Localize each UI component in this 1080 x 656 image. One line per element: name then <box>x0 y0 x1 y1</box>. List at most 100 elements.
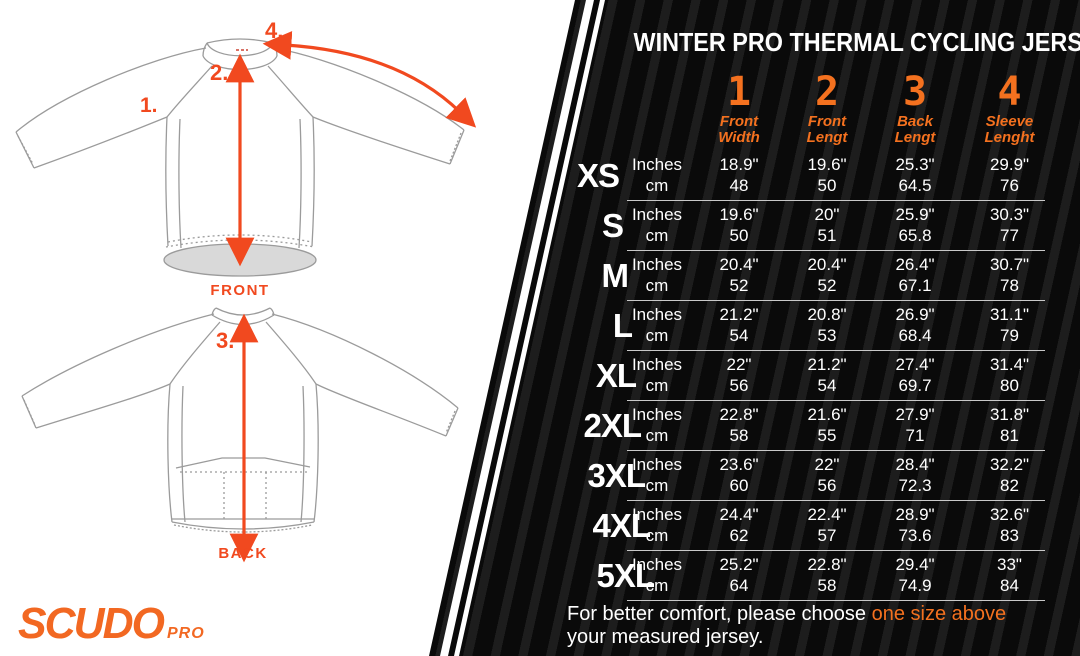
size-label: 2XL <box>583 406 642 444</box>
row-separator <box>627 449 1045 451</box>
column-header-front-width: 1 Front Width <box>718 69 760 147</box>
unit-cm: cm <box>645 276 669 295</box>
front-measure-arrows: 1. 2. 4. FRONT <box>140 18 477 299</box>
table-row-s: S Inches cm 19.6" 50 20" 51 25.9" 65.8 30.3"… <box>555 200 1060 251</box>
value-cell: 22.4" 57 <box>807 505 847 545</box>
unit-inches: Inches <box>631 155 683 174</box>
header-spacer <box>555 72 695 146</box>
value-cell: 25.3" 64.5 <box>895 155 935 195</box>
table-row-xs: XS Inches cm 18.9" 48 19.6" 50 25.3" 64.5 29… <box>555 150 1060 201</box>
unit-inches: Inches <box>631 405 683 424</box>
marker-3-label: 3. <box>216 328 234 353</box>
table-row-5xl: 5XL Inches cm 25.2" 64 22.8" 58 29.4" 74.9 3… <box>555 550 1060 601</box>
value-cell: 31.4" 80 <box>989 355 1030 395</box>
unit-cm: cm <box>645 576 669 595</box>
back-label: BACK <box>218 545 267 562</box>
value-cell: 18.9" 48 <box>719 155 759 195</box>
value-cell: 21.2" 54 <box>807 355 847 395</box>
jersey-diagram: 1. 2. 4. FRONT <box>15 18 477 648</box>
value-cell: 22.8" 58 <box>807 555 847 595</box>
row-separator <box>627 599 1045 601</box>
value-cell: 28.4" 72.3 <box>895 455 935 495</box>
note-text: For better comfort, please choose <box>567 603 872 625</box>
size-table: XS Inches cm 18.9" 48 19.6" 50 25.3" 64.5 29… <box>555 150 1060 601</box>
value-cell: 23.6" 60 <box>719 455 759 495</box>
value-cell: 22" 56 <box>726 355 752 395</box>
marker-4-label: 4. <box>265 18 283 43</box>
unit-cm: cm <box>645 176 669 195</box>
comfort-note: For better comfort, please choose one si… <box>567 603 1067 649</box>
value-cell: 20" 51 <box>814 205 840 245</box>
size-label: 5XL <box>596 556 655 594</box>
logo-brand-text: SCUDO <box>18 599 165 648</box>
value-cell: 32.6" 83 <box>989 505 1030 545</box>
column-header-back-length: 3 Back Lengt <box>894 69 936 147</box>
unit-cm: cm <box>645 376 669 395</box>
value-cell: 29.4" 74.9 <box>895 555 935 595</box>
value-cell: 24.4" 62 <box>719 505 759 545</box>
value-cell: 27.9" 71 <box>895 405 935 445</box>
value-cell: 27.4" 69.7 <box>895 355 935 395</box>
unit-inches: Inches <box>631 205 683 224</box>
size-label: 4XL <box>592 506 651 544</box>
value-cell: 20.8" 53 <box>807 305 847 345</box>
table-column-headers: 1 Front Width 2 Front Lengt 3 Back Lengt 4 … <box>555 72 1060 146</box>
unit-inches: Inches <box>631 305 683 324</box>
value-cell: 26.4" 67.1 <box>895 255 935 295</box>
unit-cm: cm <box>645 426 669 445</box>
table-row-m: M Inches cm 20.4" 52 20.4" 52 26.4" 67.1 30.… <box>555 250 1060 301</box>
brand-logo: SCUDO PRO <box>18 599 205 648</box>
value-cell: 19.6" 50 <box>807 155 847 195</box>
size-label: XS <box>576 156 620 194</box>
size-label: XL <box>595 356 637 394</box>
logo-sub-text: PRO <box>167 625 205 642</box>
size-label: S <box>601 206 624 244</box>
table-row-3xl: 3XL Inches cm 23.6" 60 22" 56 28.4" 72.3 32.… <box>555 450 1060 501</box>
row-separator <box>627 349 1045 351</box>
value-cell: 19.6" 50 <box>719 205 759 245</box>
row-separator <box>627 249 1045 251</box>
value-cell: 30.7" 78 <box>989 255 1030 295</box>
value-cell: 30.3" 77 <box>989 205 1030 245</box>
table-row-2xl: 2XL Inches cm 22.8" 58 21.6" 55 27.9" 71 31.… <box>555 400 1060 451</box>
value-cell: 22.8" 58 <box>719 405 759 445</box>
unit-inches: Inches <box>631 505 683 524</box>
size-label: 3XL <box>587 456 646 494</box>
column-header-front-length: 2 Front Lengt <box>806 69 848 147</box>
table-row-xl: XL Inches cm 22" 56 21.2" 54 27.4" 69.7 31.4… <box>555 350 1060 401</box>
value-cell: 25.2" 64 <box>719 555 759 595</box>
unit-cm: cm <box>645 326 669 345</box>
value-cell: 26.9" 68.4 <box>895 305 935 345</box>
note-text-2: your measured jersey. <box>567 626 764 648</box>
back-jersey-drawing <box>21 307 459 533</box>
column-header-sleeve-length: 4 Sleeve Lenght <box>984 69 1035 147</box>
value-cell: 25.9" 65.8 <box>895 205 935 245</box>
row-separator <box>627 399 1045 401</box>
size-label: M <box>601 256 630 294</box>
row-separator <box>627 199 1045 201</box>
table-row-4xl: 4XL Inches cm 24.4" 62 22.4" 57 28.9" 73.6 3… <box>555 500 1060 551</box>
value-cell: 21.6" 55 <box>807 405 847 445</box>
unit-inches: Inches <box>631 555 683 574</box>
unit-cm: cm <box>645 526 669 545</box>
value-cell: 28.9" 73.6 <box>895 505 935 545</box>
table-row-l: L Inches cm 21.2" 54 20.8" 53 26.9" 68.4 31.… <box>555 300 1060 351</box>
product-title: WINTER PRO THERMAL CYCLING JERSEY-MAN <box>633 27 1080 57</box>
value-cell: 31.8" 81 <box>989 405 1030 445</box>
marker-2-label: 2. <box>210 60 228 85</box>
value-cell: 31.1" 79 <box>989 305 1030 345</box>
value-cell: 21.2" 54 <box>719 305 759 345</box>
value-cell: 20.4" 52 <box>807 255 847 295</box>
value-cell: 29.9" 76 <box>989 155 1030 195</box>
value-cell: 32.2" 82 <box>989 455 1030 495</box>
unit-cm: cm <box>645 226 669 245</box>
row-separator <box>627 549 1045 551</box>
front-label: FRONT <box>210 282 269 299</box>
row-separator <box>627 499 1045 501</box>
unit-inches: Inches <box>631 455 683 474</box>
value-cell: 33" 84 <box>997 555 1022 595</box>
value-cell: 20.4" 52 <box>719 255 759 295</box>
note-highlight: one size above <box>871 603 1007 625</box>
value-cell: 22" 56 <box>814 455 840 495</box>
